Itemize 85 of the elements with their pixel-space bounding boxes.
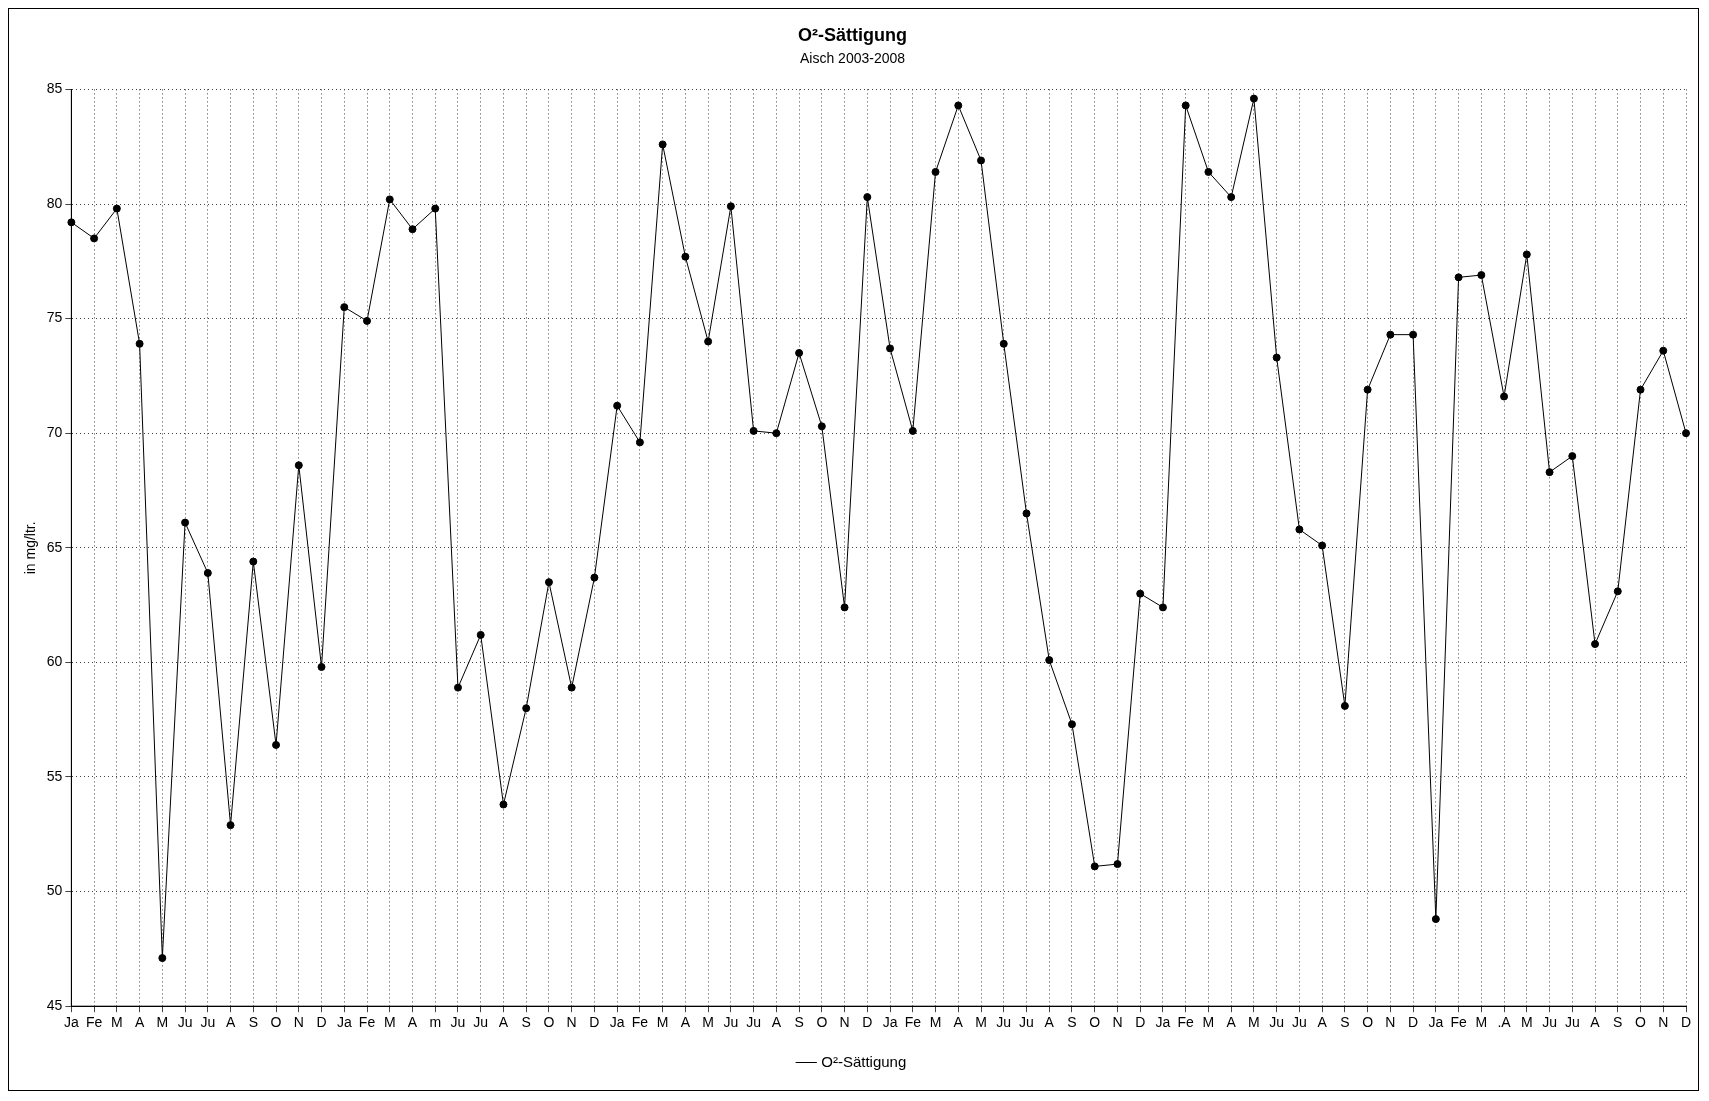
x-tick-label: Ju	[473, 1014, 489, 1031]
chart-title: O²-Sättigung	[798, 24, 907, 45]
x-tick-label: Ju	[723, 1014, 739, 1031]
x-tick-label: M	[111, 1014, 123, 1031]
x-tick-label: Ju	[1542, 1014, 1557, 1031]
x-tick-label: A	[680, 1014, 691, 1031]
x-tick-label: S	[1340, 1014, 1350, 1031]
x-tick-label: A	[1044, 1014, 1055, 1031]
x-tick-label: A	[1590, 1014, 1601, 1031]
x-tick-label: Ja	[1155, 1014, 1171, 1031]
y-tick-label: 70	[46, 424, 63, 441]
x-tick-label: N	[566, 1014, 577, 1031]
x-tick-label: A	[771, 1014, 782, 1031]
x-tick-label: O	[816, 1014, 828, 1031]
x-tick-label: S	[521, 1014, 531, 1031]
x-tick-label: M	[156, 1014, 169, 1031]
x-tick-label: Ju	[996, 1014, 1012, 1031]
x-tick-label: M	[383, 1014, 396, 1031]
x-tick-label: M	[1248, 1014, 1260, 1031]
x-tick-label: N	[1385, 1014, 1396, 1031]
y-tick-label: 45	[46, 997, 63, 1014]
x-tick-label: N	[839, 1014, 850, 1031]
x-tick-label: D	[1408, 1014, 1419, 1031]
x-tick-label: O	[270, 1014, 282, 1031]
x-tick-label: Fe	[904, 1014, 922, 1031]
y-tick-label: 65	[46, 538, 63, 555]
x-tick-label: M	[656, 1014, 669, 1031]
x-tick-label: S	[794, 1014, 804, 1031]
x-tick-label: A	[134, 1014, 145, 1031]
x-tick-label: Ju	[177, 1014, 193, 1031]
x-tick-label: Fe	[358, 1014, 376, 1031]
x-tick-label: M	[1202, 1014, 1215, 1031]
x-tick-label: Fe	[1177, 1014, 1195, 1031]
x-tick-label: Fe	[631, 1014, 649, 1031]
x-tick-label: D	[862, 1014, 873, 1031]
x-tick-label: N	[1658, 1014, 1669, 1031]
x-tick-label: Ju	[746, 1014, 762, 1031]
y-axis-title: in mg/ltr.	[22, 521, 39, 575]
x-tick-label: Ja	[336, 1014, 352, 1031]
x-tick-label: Ja	[609, 1014, 625, 1031]
x-tick-label: S	[1067, 1014, 1077, 1031]
x-tick-label: D	[1135, 1014, 1146, 1031]
x-tick-label: O	[1089, 1014, 1101, 1031]
x-tick-label: S	[1613, 1014, 1623, 1031]
x-tick-label: M	[929, 1014, 942, 1031]
x-tick-label: .A	[1497, 1014, 1512, 1031]
x-tick-label: Ju	[1019, 1014, 1034, 1031]
x-tick-label: O	[1362, 1014, 1374, 1031]
x-tick-label: m	[429, 1014, 442, 1031]
y-tick-label: 75	[46, 309, 63, 326]
x-tick-label: O	[543, 1014, 555, 1031]
y-tick-label: 50	[46, 882, 63, 899]
y-tick-label: 85	[46, 80, 63, 97]
x-tick-label: A	[1317, 1014, 1328, 1031]
x-tick-label: A	[953, 1014, 964, 1031]
x-tick-label: Ja	[63, 1014, 79, 1031]
x-tick-label: N	[293, 1014, 304, 1031]
y-tick-label: 80	[46, 194, 63, 211]
x-tick-label: N	[1112, 1014, 1123, 1031]
x-tick-label: A	[225, 1014, 236, 1031]
x-tick-label: Ju	[450, 1014, 466, 1031]
x-tick-label: M	[1520, 1014, 1533, 1031]
x-tick-label: M	[702, 1014, 714, 1031]
x-tick-label: A	[1226, 1014, 1237, 1031]
x-tick-label: S	[248, 1014, 258, 1031]
x-tick-label: Ju	[1564, 1014, 1580, 1031]
chart-subtitle: Aisch 2003-2008	[799, 49, 906, 66]
x-tick-label: A	[498, 1014, 509, 1031]
y-tick-label: 55	[46, 767, 63, 784]
y-tick-label: 60	[46, 653, 63, 670]
x-tick-label: Fe	[85, 1014, 103, 1031]
x-tick-label: D	[316, 1014, 327, 1031]
x-tick-label: D	[589, 1014, 600, 1031]
x-tick-label: A	[407, 1014, 418, 1031]
legend-label: O²-Sättigung	[821, 1052, 907, 1070]
x-tick-label: Ju	[1269, 1014, 1285, 1031]
x-tick-label: M	[975, 1014, 987, 1031]
x-tick-label: D	[1680, 1014, 1692, 1031]
x-tick-label: Ju	[200, 1014, 216, 1031]
x-tick-label: O	[1635, 1014, 1647, 1031]
x-tick-label: Ju	[1292, 1014, 1307, 1031]
x-tick-label: Ja	[882, 1014, 898, 1031]
x-tick-label: M	[1475, 1014, 1488, 1031]
x-tick-label: Fe	[1450, 1014, 1467, 1031]
x-tick-label: Ja	[1428, 1014, 1444, 1031]
